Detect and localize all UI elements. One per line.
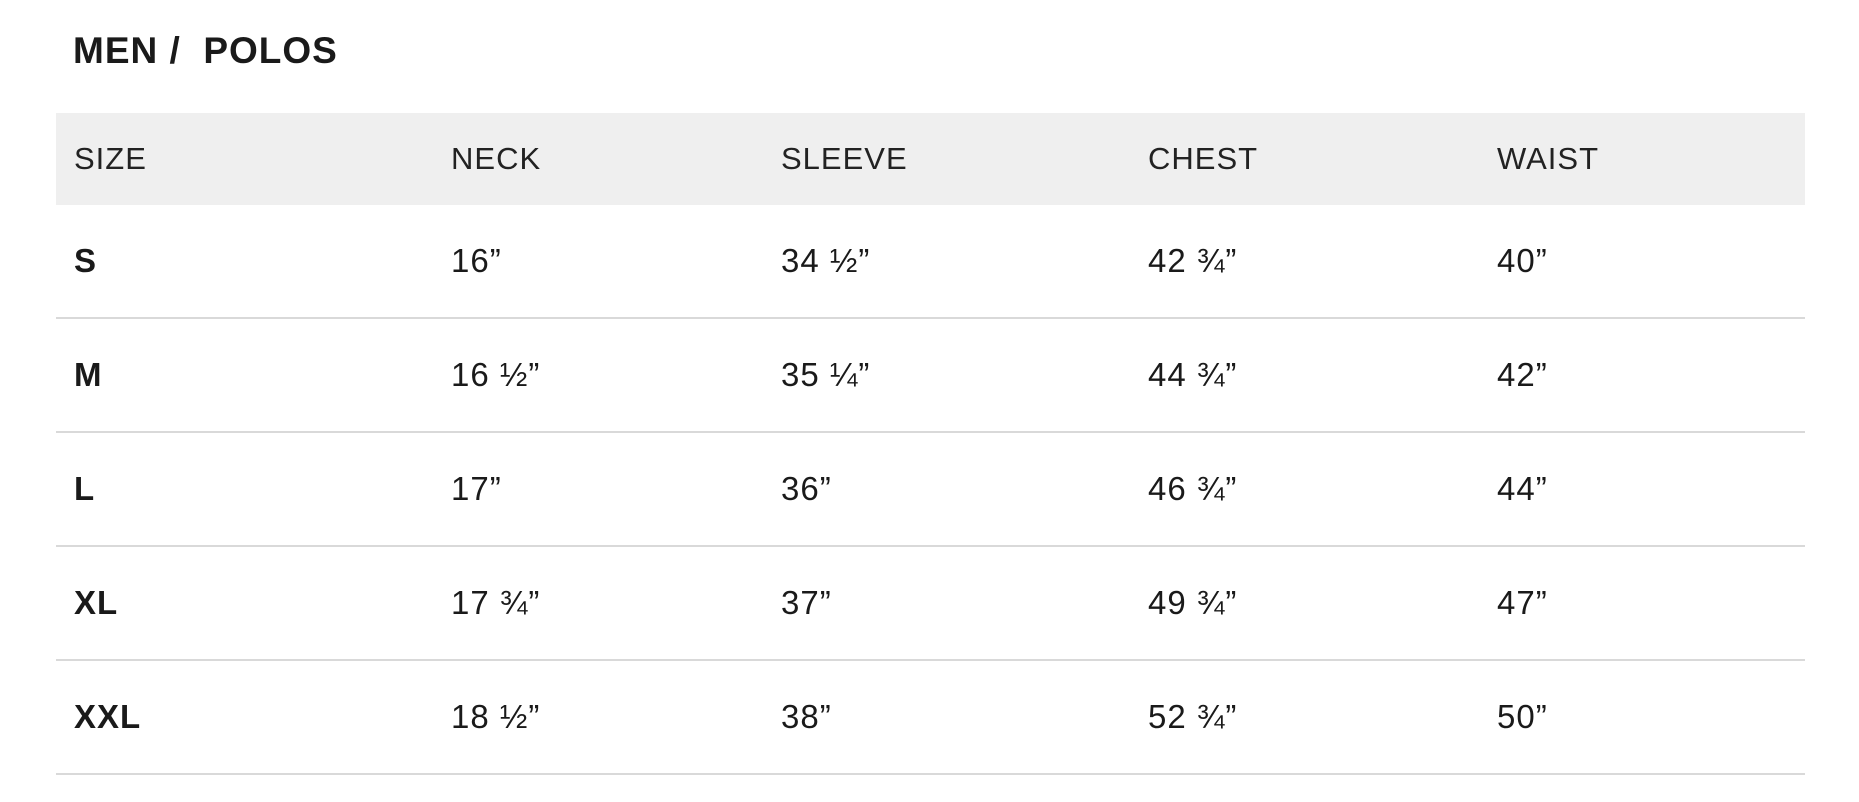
header-size: SIZE bbox=[74, 141, 147, 176]
page-title: MEN / POLOS bbox=[73, 30, 338, 71]
cell-waist: 40” bbox=[1497, 242, 1548, 279]
cell-neck: 16” bbox=[451, 242, 502, 279]
cell-chest: 46 ¾” bbox=[1148, 470, 1238, 507]
cell-size: M bbox=[74, 356, 103, 393]
cell-size: XXL bbox=[74, 698, 142, 735]
cell-chest: 42 ¾” bbox=[1148, 242, 1238, 279]
header-neck: NECK bbox=[451, 141, 542, 176]
cell-waist: 44” bbox=[1497, 470, 1548, 507]
table-row: M 16 ½” 35 ¼” 44 ¾” 42” bbox=[56, 319, 1805, 433]
cell-sleeve: 36” bbox=[781, 470, 832, 507]
cell-waist: 50” bbox=[1497, 698, 1548, 735]
cell-neck: 16 ½” bbox=[451, 356, 541, 393]
cell-sleeve: 38” bbox=[781, 698, 832, 735]
table-header: SIZE NECK SLEEVE CHEST WAIST bbox=[56, 113, 1805, 205]
cell-chest: 44 ¾” bbox=[1148, 356, 1238, 393]
cell-chest: 52 ¾” bbox=[1148, 698, 1238, 735]
cell-waist: 42” bbox=[1497, 356, 1548, 393]
cell-chest: 49 ¾” bbox=[1148, 584, 1238, 621]
cell-neck: 17 ¾” bbox=[451, 584, 541, 621]
table-row: XL 17 ¾” 37” 49 ¾” 47” bbox=[56, 547, 1805, 661]
header-chest: CHEST bbox=[1148, 141, 1259, 176]
cell-size: L bbox=[74, 470, 96, 507]
table-row: S 16” 34 ½” 42 ¾” 40” bbox=[56, 205, 1805, 319]
cell-sleeve: 35 ¼” bbox=[781, 356, 871, 393]
cell-neck: 18 ½” bbox=[451, 698, 541, 735]
cell-size: S bbox=[74, 242, 98, 279]
table-row: L 17” 36” 46 ¾” 44” bbox=[56, 433, 1805, 547]
table-row: XXL 18 ½” 38” 52 ¾” 50” bbox=[56, 661, 1805, 775]
cell-neck: 17” bbox=[451, 470, 502, 507]
cell-sleeve: 34 ½” bbox=[781, 242, 871, 279]
cell-sleeve: 37” bbox=[781, 584, 832, 621]
header-sleeve: SLEEVE bbox=[781, 141, 908, 176]
cell-waist: 47” bbox=[1497, 584, 1548, 621]
header-waist: WAIST bbox=[1497, 141, 1600, 176]
size-chart-table: SIZE NECK SLEEVE CHEST WAIST S 16” 34 ½” 42… bbox=[56, 113, 1805, 775]
cell-size: XL bbox=[74, 584, 119, 621]
